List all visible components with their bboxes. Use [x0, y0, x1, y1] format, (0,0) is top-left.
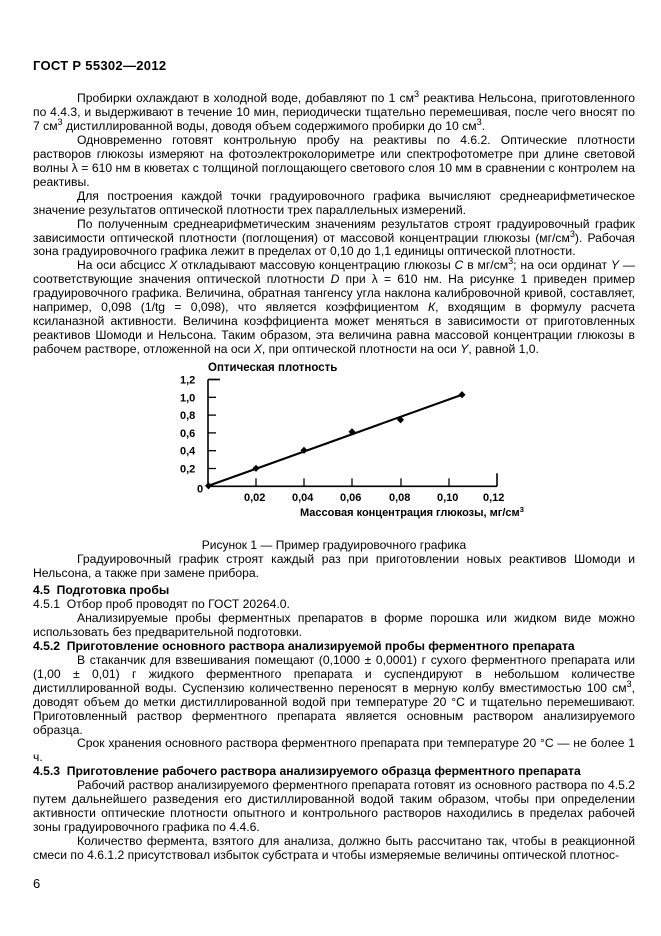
svg-text:0,6: 0,6 [180, 428, 195, 440]
svg-text:0,08: 0,08 [389, 492, 410, 504]
svg-text:0,2: 0,2 [180, 464, 195, 476]
svg-text:1,0: 1,0 [180, 392, 195, 404]
svg-text:0,12: 0,12 [483, 492, 504, 504]
svg-text:0,8: 0,8 [180, 410, 195, 422]
svg-text:0,4: 0,4 [180, 446, 196, 458]
svg-text:0: 0 [197, 483, 203, 495]
svg-text:Массовая концентрация глюкозы,: Массовая концентрация глюкозы, мг/см3 [300, 505, 524, 519]
svg-text:0,10: 0,10 [437, 492, 458, 504]
svg-text:0,02: 0,02 [244, 492, 265, 504]
svg-text:1,2: 1,2 [180, 375, 195, 387]
svg-text:0,06: 0,06 [340, 492, 361, 504]
svg-text:Оптическая плотность: Оптическая плотность [208, 362, 337, 374]
svg-text:0,04: 0,04 [292, 492, 314, 504]
